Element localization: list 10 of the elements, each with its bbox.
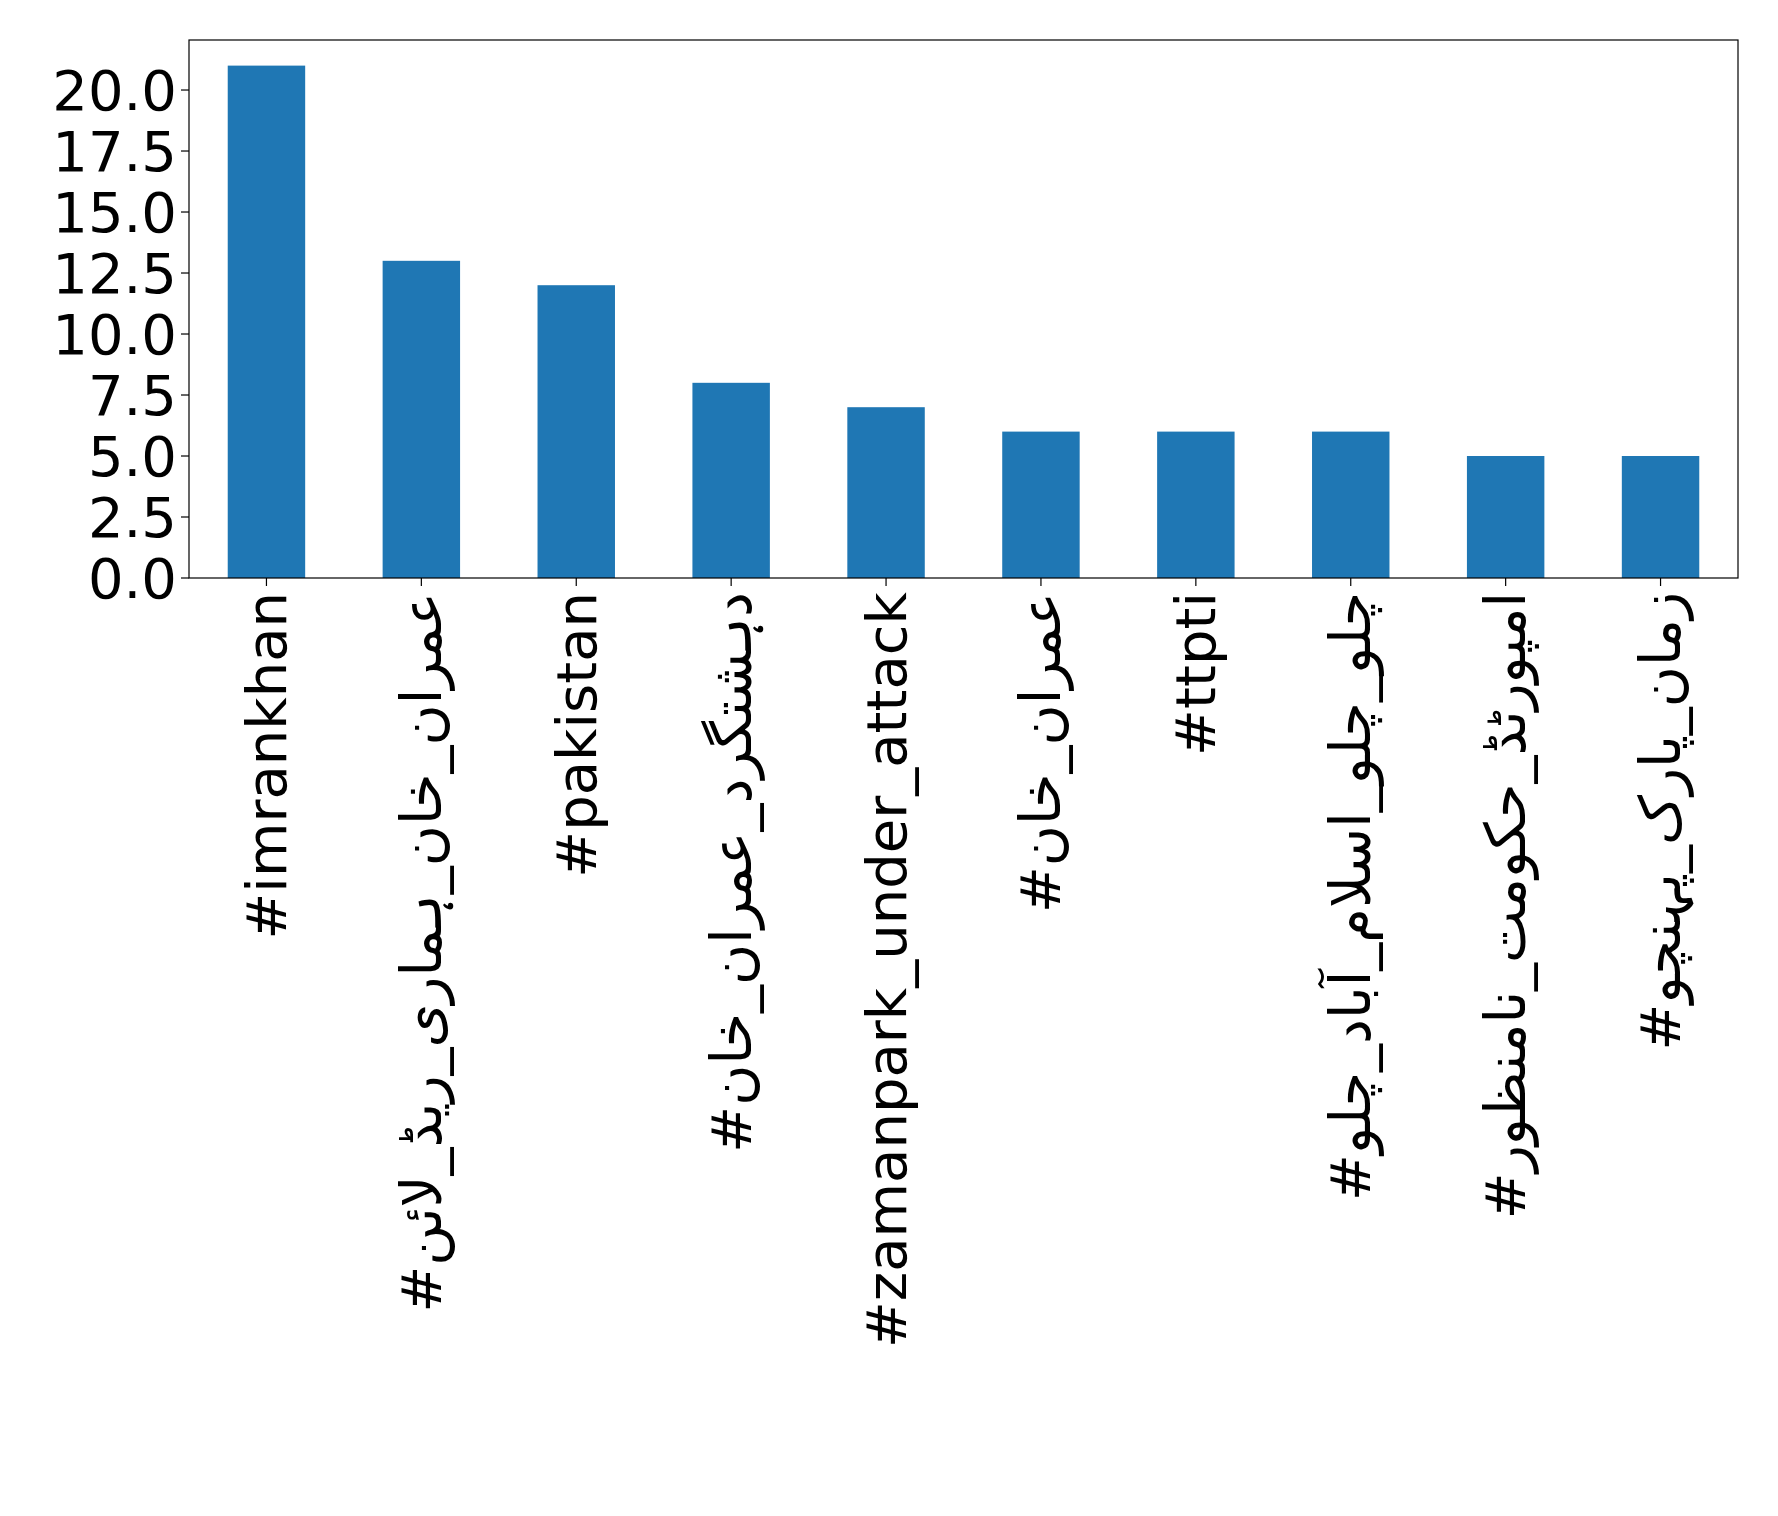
x-tick-label: #pakistan — [543, 592, 609, 878]
x-tick-label: #imrankhan — [233, 592, 299, 940]
x-tick-label: #چلو_چلو_اسلام_آباد_چلو — [1317, 592, 1385, 1201]
x-tick-label: #دہشتگرد_عمران_خان — [698, 592, 765, 1153]
x-tick-label: #ttpti — [1163, 592, 1229, 756]
x-tick-label: #امپورٹڈ_حکومت_نامنظور — [1473, 592, 1540, 1220]
x-tick-label: #عمران_خان — [1008, 592, 1075, 914]
x-tick-label: #zamanpark_under_attack — [853, 591, 919, 1349]
x-tick-label: #زمان_پارک_پہنچو — [1628, 592, 1695, 1051]
x-tick-label: #عمران_خان_ہماری_ریڈ_لائن — [388, 592, 455, 1313]
